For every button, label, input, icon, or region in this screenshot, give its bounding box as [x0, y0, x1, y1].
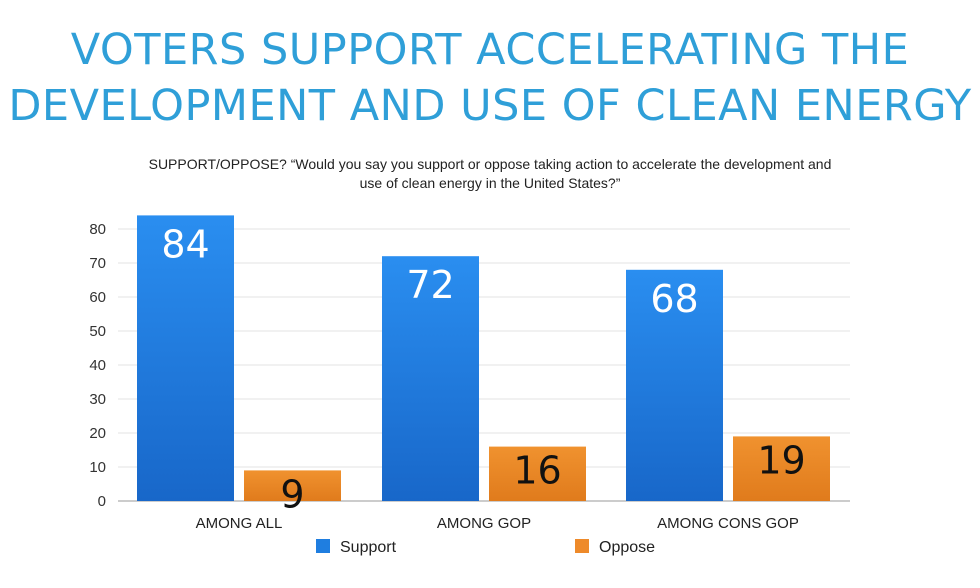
data-label-oppose: 9 [280, 472, 304, 516]
subtitle-line-1: SUPPORT/OPPOSE? “Would you say you suppo… [148, 156, 832, 172]
legend: Support Oppose [316, 539, 655, 556]
bar-oppose-0 [244, 470, 341, 501]
chart-title-text: VOTERS SUPPORT ACCELERATING THE DEVELOPM… [8, 25, 972, 131]
chart-title: VOTERS SUPPORT ACCELERATING THE DEVELOPM… [0, 22, 980, 134]
y-tick-label: 0 [98, 493, 106, 510]
y-tick-label: 70 [89, 255, 106, 272]
y-tick-label: 50 [89, 323, 106, 340]
data-label-oppose: 16 [513, 449, 561, 493]
subtitle-line-2: use of clean energy in the United States… [359, 175, 621, 191]
bar-support-2 [626, 269, 723, 501]
bar-oppose-2 [733, 436, 830, 501]
category-label: AMONG ALL [196, 515, 283, 532]
legend-label-oppose: Oppose [599, 539, 655, 556]
y-tick-label: 20 [89, 425, 106, 442]
legend-swatch-support [316, 539, 330, 553]
legend-swatch-oppose [575, 539, 589, 553]
data-label-support: 68 [650, 277, 698, 321]
data-label-support: 72 [406, 263, 454, 307]
y-tick-label: 30 [89, 391, 106, 408]
legend-label-support: Support [340, 539, 397, 556]
data-label-oppose: 19 [757, 438, 805, 482]
chart-subtitle: SUPPORT/OPPOSE? “Would you say you suppo… [100, 155, 880, 193]
category-label: AMONG GOP [437, 515, 531, 532]
category-label: AMONG CONS GOP [657, 515, 799, 532]
y-tick-label: 40 [89, 357, 106, 374]
y-tick-label: 60 [89, 289, 106, 306]
gridlines [118, 228, 850, 502]
category-labels: AMONG ALL AMONG GOP AMONG CONS GOP [196, 515, 799, 532]
bar-support-0 [137, 215, 234, 501]
y-axis-ticks: 0 10 20 30 40 50 60 70 80 [89, 221, 106, 510]
y-tick-label: 80 [89, 221, 106, 238]
data-label-support: 84 [161, 222, 209, 266]
bar-oppose-1 [489, 446, 586, 501]
y-tick-label: 10 [89, 459, 106, 476]
bars: 84 9 72 16 68 19 [137, 215, 830, 516]
bar-support-1 [382, 256, 479, 501]
